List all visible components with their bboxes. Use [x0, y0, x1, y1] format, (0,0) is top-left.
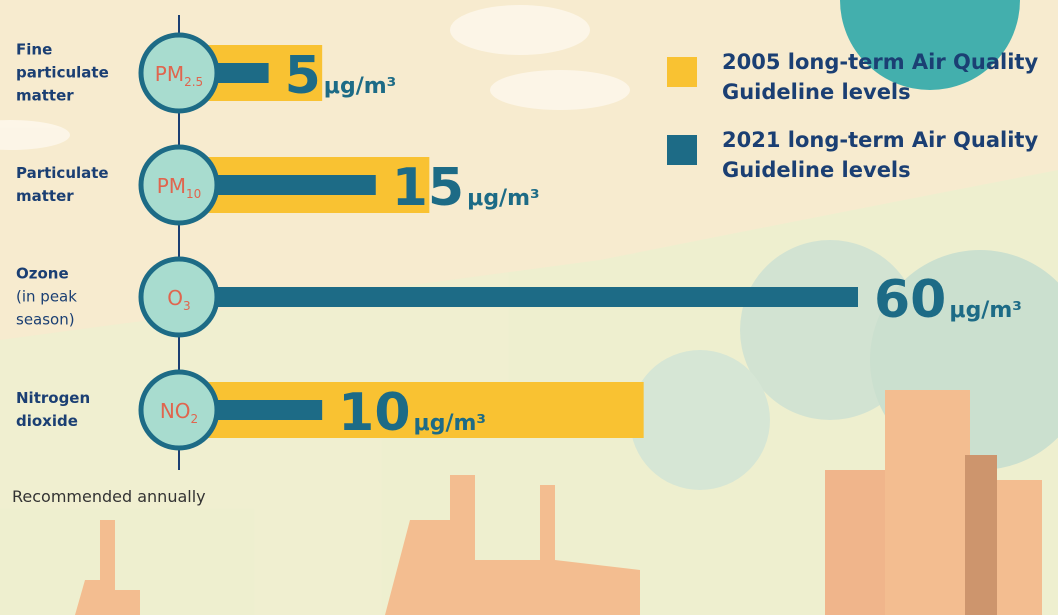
category-name: Nitrogen dioxide [16, 389, 91, 430]
legend-label: 2021 long-term Air Quality Guideline lev… [722, 128, 1039, 182]
value-number: 5 [285, 46, 321, 106]
value-number: 15 [392, 158, 464, 218]
pollutant-circle [138, 32, 220, 114]
legend-swatch [667, 135, 697, 165]
category-label: Particulate matter [16, 162, 126, 208]
value-label: 60 μg/m³ [874, 270, 1022, 330]
symbol-main: O [167, 286, 183, 310]
bar-2021 [195, 400, 323, 420]
value-number: 60 [874, 270, 946, 330]
bar-2021 [195, 287, 858, 307]
category-note: (in peak season) [16, 287, 77, 329]
value-unit: μg/m³ [414, 411, 487, 436]
value-label: 15 μg/m³ [392, 158, 540, 218]
pollutant-symbol: PM2.5 [155, 62, 203, 89]
pollutant-symbol: NO2 [160, 399, 198, 426]
value-unit: μg/m³ [324, 74, 397, 99]
legend-label: 2005 long-term Air Quality Guideline lev… [722, 50, 1039, 104]
bar-2021 [195, 175, 376, 195]
symbol-sub: 10 [186, 187, 201, 201]
pollutant-circle [138, 144, 220, 226]
value-unit: μg/m³ [467, 186, 540, 211]
symbol-main: PM [157, 174, 186, 198]
pollutant-symbol: O3 [167, 286, 190, 313]
pollutant-circle [138, 369, 220, 451]
category-name: Particulate matter [16, 164, 109, 205]
symbol-main: NO [160, 399, 191, 423]
legend-swatch [667, 57, 697, 87]
category-label: Fine particulate matter [16, 39, 126, 108]
footnote: Recommended annually [12, 487, 206, 506]
value-label: 10 μg/m³ [338, 383, 486, 443]
symbol-sub: 2.5 [184, 75, 203, 89]
symbol-sub: 2 [191, 412, 199, 426]
pollutant-circle [138, 256, 220, 338]
category-name: Ozone [16, 264, 69, 283]
value-number: 10 [338, 383, 410, 443]
category-label: Ozone (in peak season) [16, 263, 126, 332]
category-name: Fine particulate matter [16, 40, 109, 105]
symbol-main: PM [155, 62, 184, 86]
value-unit: μg/m³ [949, 298, 1022, 323]
symbol-sub: 3 [183, 299, 191, 313]
value-label: 5 μg/m³ [285, 46, 397, 106]
category-label: Nitrogen dioxide [16, 387, 126, 433]
pollutant-symbol: PM10 [157, 174, 202, 201]
